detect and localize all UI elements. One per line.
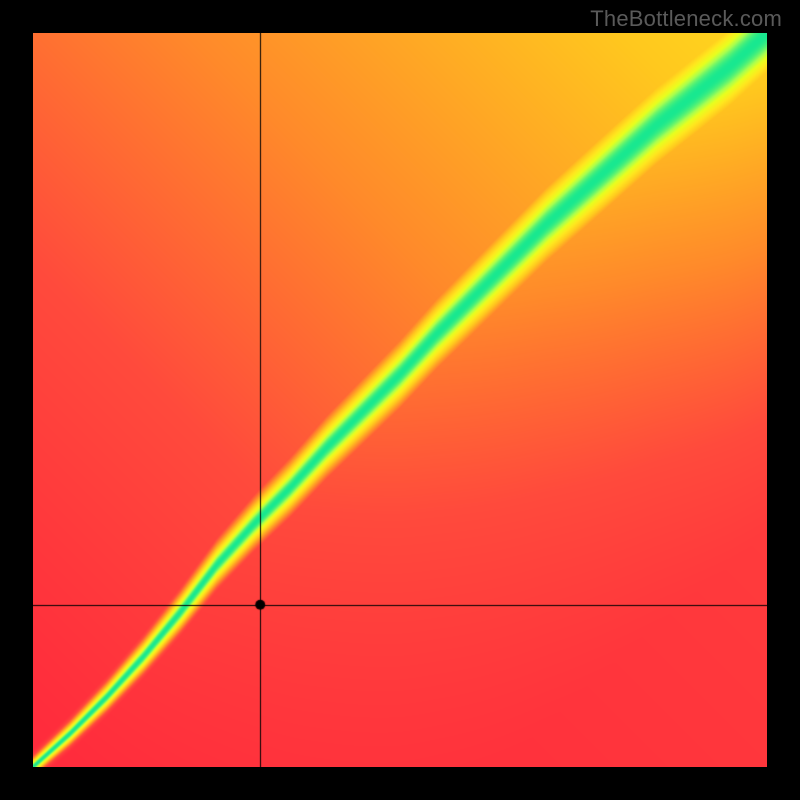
watermark-text: TheBottleneck.com bbox=[590, 6, 782, 32]
chart-container: TheBottleneck.com bbox=[0, 0, 800, 800]
heatmap-canvas bbox=[33, 33, 767, 767]
